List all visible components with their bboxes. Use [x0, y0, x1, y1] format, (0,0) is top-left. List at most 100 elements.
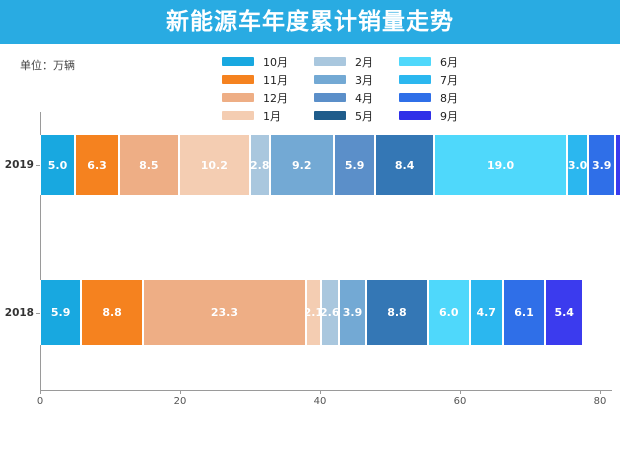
legend-label: 11月: [263, 73, 288, 87]
title-banner: 新能源车年度累计销量走势: [0, 0, 620, 44]
legend-item[interactable]: 6月: [399, 55, 458, 69]
legend-swatch-icon: [399, 57, 431, 66]
bar-segment[interactable]: 4.7: [469, 280, 503, 345]
legend-label: 9月: [440, 109, 458, 123]
bar-segment-label: 8.8: [387, 306, 407, 319]
legend-label: 6月: [440, 55, 458, 69]
bar-segment[interactable]: 5.9: [40, 280, 82, 345]
x-axis-tick-label: 60: [453, 396, 467, 407]
legend-column: 6月 7月 8月 9月: [399, 55, 458, 123]
bar-segment-label: 6.3: [87, 158, 107, 172]
bar-segment[interactable]: 10.2: [178, 135, 250, 195]
bar-segment-label: 19.0: [486, 158, 515, 172]
legend-swatch-icon: [222, 111, 254, 120]
y-axis-line: [40, 112, 41, 390]
bar-segment[interactable]: 6.0: [427, 280, 470, 345]
legend-swatch-icon: [222, 75, 254, 84]
x-axis-line: [40, 390, 612, 391]
bar-segment-label: 3.9: [591, 158, 612, 172]
legend-item[interactable]: 8月: [399, 91, 458, 105]
x-axis-tick: [40, 390, 41, 394]
legend-item[interactable]: 4月: [314, 92, 373, 105]
bar-segment[interactable]: 2.8: [249, 135, 270, 195]
legend-swatch-icon: [314, 93, 346, 102]
x-axis-tick: [320, 390, 321, 394]
legend-item[interactable]: 1月: [222, 109, 288, 123]
legend-item[interactable]: 11月: [222, 73, 288, 87]
legend-item[interactable]: 7月: [399, 74, 458, 87]
x-axis-tick: [180, 390, 181, 394]
legend-swatch-icon: [399, 93, 431, 102]
bar-segment-label: 5.4: [554, 306, 574, 319]
y-axis-tick-label: 2018: [4, 306, 34, 319]
bar-segment[interactable]: 3.0: [567, 135, 589, 195]
x-axis-tick-label: 80: [593, 396, 607, 407]
bar-segment[interactable]: 3.9: [588, 135, 616, 195]
legend-label: 5月: [355, 109, 373, 123]
plot-area: 0 20 40 60 80 2019 2018 5.0 6.3 8.5 10.2 2.8 9.2 5.…: [0, 100, 620, 410]
y-axis-tick: [36, 312, 40, 314]
bar-segment-label: 6.0: [439, 306, 459, 319]
bar-segment-label: 6.1: [514, 306, 534, 319]
legend-label: 3月: [355, 73, 373, 87]
legend-label: 10月: [263, 55, 288, 69]
bar-segment-label: 2.1: [307, 306, 320, 319]
legend-item[interactable]: 10月: [222, 55, 288, 69]
legend-label: 8月: [440, 91, 458, 105]
legend-item[interactable]: 2月: [314, 55, 373, 69]
x-axis-tick-label: 0: [36, 396, 44, 407]
bar-segment[interactable]: 5.0: [40, 135, 75, 195]
bar-segment-label: 8.4: [394, 158, 415, 172]
bar-segment[interactable]: 2.6: [320, 280, 339, 345]
legend-label: 1月: [263, 109, 281, 123]
bar-segment[interactable]: 3.9: [338, 280, 367, 345]
bar-segment[interactable]: 6.3: [75, 135, 120, 195]
legend-swatch-icon: [314, 57, 346, 66]
bar-segment[interactable]: 5.4: [545, 280, 584, 345]
bar-segment[interactable]: 8.8: [366, 280, 428, 345]
bar-segment-label: 5.9: [344, 158, 365, 172]
y-axis-tick: [36, 165, 40, 166]
legend-item[interactable]: 9月: [399, 109, 458, 123]
bar-segment[interactable]: 23.3: [142, 280, 306, 345]
legend-label: 2月: [355, 55, 373, 69]
legend-swatch-icon: [314, 75, 346, 84]
legend-column: 2月 3月 4月 5月: [314, 55, 373, 123]
legend-item[interactable]: 3月: [314, 73, 373, 87]
bar-segment[interactable]: 4.8: [615, 135, 620, 195]
bar-segment-label: 3.0: [567, 158, 588, 172]
bar-segment-label: 3.9: [342, 306, 363, 319]
legend-swatch-icon: [222, 57, 254, 66]
bar-segment[interactable]: 9.2: [269, 135, 334, 195]
bar-segment[interactable]: 8.4: [375, 135, 435, 195]
bar-segment-label: 2.8: [250, 158, 270, 172]
legend-item[interactable]: 12月: [222, 92, 288, 105]
bar-stack: 5.0 6.3 8.5 10.2 2.8 9.2 5.9 8.4 19.0 3.03.94.8: [40, 135, 620, 195]
bar-segment-label: 5.0: [47, 158, 68, 172]
bar-segment-label: 5.9: [50, 306, 71, 319]
page-title: 新能源车年度累计销量走势: [166, 9, 454, 35]
y-axis-tick-label: 2019: [4, 159, 34, 171]
legend-swatch-icon: [399, 75, 431, 84]
x-axis-tick-label: 20: [173, 396, 187, 407]
bar-segment[interactable]: 19.0: [434, 135, 568, 195]
unit-note: 单位：万辆: [20, 59, 75, 72]
bar-segment[interactable]: 5.9: [333, 135, 376, 195]
bar-segment-label: 8.5: [139, 158, 159, 172]
bar-segment[interactable]: 6.1: [502, 280, 546, 345]
bar-segment-label: 10.2: [200, 158, 228, 172]
x-axis-tick: [600, 390, 601, 394]
legend-column: 10月 11月 12月 1月: [222, 55, 288, 123]
chart-legend: 10月 11月 12月 1月 2月 3月 4月 5月 6月 7月 8月 9月: [222, 55, 458, 123]
legend-swatch-icon: [314, 111, 346, 120]
bar-segment[interactable]: 2.1: [305, 280, 321, 345]
legend-item[interactable]: 5月: [314, 109, 373, 123]
legend-swatch-icon: [399, 111, 431, 120]
x-axis-tick: [460, 390, 461, 394]
bar-segment-label: 8.8: [102, 306, 122, 319]
legend-swatch-icon: [222, 93, 254, 102]
bar-segment[interactable]: 8.8: [81, 280, 143, 345]
bar-stack: 5.9 8.8 23.3 2.12.63.9 8.8 6.0 4.7 6.1 5.4: [40, 280, 584, 345]
bar-segment[interactable]: 8.5: [119, 135, 179, 195]
